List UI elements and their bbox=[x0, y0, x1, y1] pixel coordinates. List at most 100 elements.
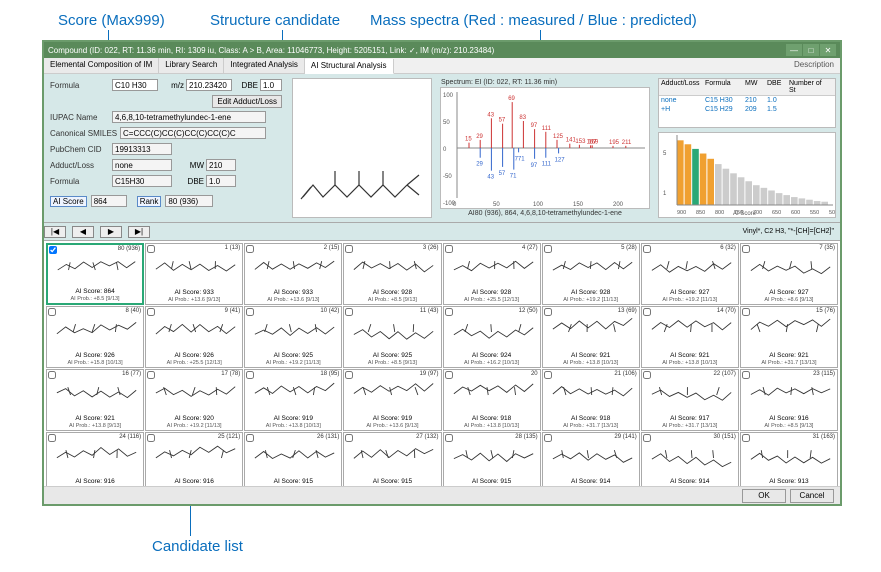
candidate-card[interactable]: 5 (28) AI Score: 928 AI Prob.: +19.2 [11… bbox=[542, 243, 640, 305]
candidate-card[interactable]: 1 (13) AI Score: 933 AI Prob.: +13.6 [9/… bbox=[145, 243, 243, 305]
tab-elemental[interactable]: Elemental Composition of IM bbox=[44, 58, 159, 73]
candidate-card[interactable]: 9 (41) AI Score: 926 AI Prob.: +25.5 [12… bbox=[145, 306, 243, 368]
adduct-input[interactable] bbox=[112, 159, 172, 171]
candidate-card[interactable]: 11 (43) AI Score: 925 AI Prob.: +8.5 [9/… bbox=[343, 306, 441, 368]
candidate-checkbox[interactable] bbox=[345, 308, 353, 316]
candidate-card[interactable]: 25 (121) AI Score: 916 AI Prob.: +19.2 [… bbox=[145, 432, 243, 486]
candidate-checkbox[interactable] bbox=[742, 371, 750, 379]
candidate-card[interactable]: 3 (26) AI Score: 928 AI Prob.: +8.5 [9/1… bbox=[343, 243, 441, 305]
nav-buttons: |◀ ◀ ▶ ▶| Vinyl*, C2 H3, "*-[CH]=[CH2]" bbox=[44, 223, 840, 241]
edit-adduct-button[interactable]: Edit Adduct/Loss bbox=[212, 95, 282, 108]
spectrum-plot[interactable]: 050100-50-100152943576983971111251411531… bbox=[440, 87, 650, 209]
candidate-card[interactable]: 7 (35) AI Score: 927 AI Prob.: +8.6 [9/1… bbox=[740, 243, 838, 305]
nav-last[interactable]: ▶| bbox=[128, 226, 150, 238]
dbe2-input[interactable] bbox=[206, 175, 236, 187]
tab-ai-structural[interactable]: AI Structural Analysis bbox=[305, 59, 394, 74]
candidate-checkbox[interactable] bbox=[544, 371, 552, 379]
candidate-checkbox[interactable] bbox=[643, 371, 651, 379]
candidate-rank: 80 (936) bbox=[118, 246, 140, 252]
candidate-checkbox[interactable] bbox=[544, 308, 552, 316]
candidate-card[interactable]: 31 (163) AI Score: 913 AI Prob.: +25.5 [… bbox=[740, 432, 838, 486]
candidate-checkbox[interactable] bbox=[48, 434, 56, 442]
candidate-checkbox[interactable] bbox=[246, 434, 254, 442]
candidate-card[interactable]: 16 (77) AI Score: 921 AI Prob.: +13.8 [9… bbox=[46, 369, 144, 431]
annot-spectra: Mass spectra (Red : measured / Blue : pr… bbox=[370, 12, 697, 29]
candidate-checkbox[interactable] bbox=[345, 371, 353, 379]
candidate-checkbox[interactable] bbox=[445, 434, 453, 442]
candidate-checkbox[interactable] bbox=[742, 434, 750, 442]
candidate-card[interactable]: 13 (69) AI Score: 921 AI Prob.: +13.8 [1… bbox=[542, 306, 640, 368]
candidate-card[interactable]: 20 AI Score: 918 AI Prob.: +13.8 [10/13] bbox=[443, 369, 541, 431]
candidate-rank: 17 (78) bbox=[221, 371, 240, 377]
candidate-card[interactable]: 8 (40) AI Score: 926 AI Prob.: +15.8 [10… bbox=[46, 306, 144, 368]
candidate-card[interactable]: 6 (32) AI Score: 927 AI Prob.: +19.2 [11… bbox=[641, 243, 739, 305]
mz-input[interactable] bbox=[186, 79, 232, 91]
candidate-checkbox[interactable] bbox=[345, 245, 353, 253]
ok-button[interactable]: OK bbox=[742, 489, 786, 503]
candidate-score: AI Score: 925 bbox=[245, 352, 341, 359]
candidate-card[interactable]: 22 (107) AI Score: 917 AI Prob.: +31.7 [… bbox=[641, 369, 739, 431]
candidate-checkbox[interactable] bbox=[246, 308, 254, 316]
candidate-checkbox[interactable] bbox=[643, 434, 651, 442]
formula2-input[interactable] bbox=[112, 175, 172, 187]
smiles-input[interactable] bbox=[120, 127, 266, 139]
candidate-card[interactable]: 24 (116) AI Score: 916 AI Prob.: +31.7 [… bbox=[46, 432, 144, 486]
candidate-card[interactable]: 30 (151) AI Score: 914 AI Prob.: +5.8 [9… bbox=[641, 432, 739, 486]
candidate-checkbox[interactable] bbox=[49, 246, 57, 254]
max-button[interactable]: □ bbox=[803, 44, 819, 56]
candidate-card[interactable]: 17 (78) AI Score: 920 AI Prob.: +19.2 [1… bbox=[145, 369, 243, 431]
dbe-input[interactable] bbox=[260, 79, 282, 91]
candidate-checkbox[interactable] bbox=[445, 245, 453, 253]
candidate-card[interactable]: 26 (131) AI Score: 915 AI Prob.: +1.5 [7… bbox=[244, 432, 342, 486]
candidate-card[interactable]: 12 (50) AI Score: 924 AI Prob.: +16.2 [1… bbox=[443, 306, 541, 368]
tab-integrated[interactable]: Integrated Analysis bbox=[224, 58, 305, 73]
close-button[interactable]: ✕ bbox=[820, 44, 836, 56]
table-row[interactable]: +HC15 H292091.5 bbox=[659, 105, 835, 114]
candidate-checkbox[interactable] bbox=[643, 245, 651, 253]
candidate-checkbox[interactable] bbox=[544, 434, 552, 442]
adduct-table[interactable]: Adduct/Loss Formula MW DBE Number of St … bbox=[658, 78, 836, 128]
table-row[interactable]: noneC15 H302101.0 bbox=[659, 96, 835, 105]
candidate-checkbox[interactable] bbox=[147, 308, 155, 316]
candidate-checkbox[interactable] bbox=[246, 245, 254, 253]
candidate-checkbox[interactable] bbox=[742, 245, 750, 253]
candidate-card[interactable]: 4 (27) AI Score: 928 AI Prob.: +25.5 [12… bbox=[443, 243, 541, 305]
candidate-checkbox[interactable] bbox=[643, 308, 651, 316]
candidate-card[interactable]: 14 (70) AI Score: 921 AI Prob.: +13.8 [1… bbox=[641, 306, 739, 368]
candidate-card[interactable]: 28 (135) AI Score: 915 AI Prob.: +13.8 [… bbox=[443, 432, 541, 486]
mw-input[interactable] bbox=[206, 159, 236, 171]
candidate-checkbox[interactable] bbox=[345, 434, 353, 442]
nav-prev[interactable]: ◀ bbox=[72, 226, 94, 238]
iupac-input[interactable] bbox=[112, 111, 266, 123]
nav-first[interactable]: |◀ bbox=[44, 226, 66, 238]
candidate-card[interactable]: 2 (15) AI Score: 933 AI Prob.: +13.6 [9/… bbox=[244, 243, 342, 305]
candidate-card[interactable]: 10 (42) AI Score: 925 AI Prob.: +19.2 [1… bbox=[244, 306, 342, 368]
candidate-checkbox[interactable] bbox=[445, 371, 453, 379]
candidate-card[interactable]: 80 (936) AI Score: 864 AI Prob.: +8.5 [9… bbox=[46, 243, 144, 305]
candidate-checkbox[interactable] bbox=[246, 371, 254, 379]
rank-value bbox=[165, 195, 213, 207]
candidate-card[interactable]: 27 (132) AI Score: 915 AI Prob.: +25.5 [… bbox=[343, 432, 441, 486]
col-dbe: DBE bbox=[765, 79, 787, 95]
candidate-checkbox[interactable] bbox=[147, 245, 155, 253]
candidate-checkbox[interactable] bbox=[147, 371, 155, 379]
candidate-grid[interactable]: 80 (936) AI Score: 864 AI Prob.: +8.5 [9… bbox=[44, 241, 840, 486]
candidate-checkbox[interactable] bbox=[742, 308, 750, 316]
nav-next[interactable]: ▶ bbox=[100, 226, 122, 238]
candidate-card[interactable]: 29 (141) AI Score: 914 AI Prob.: +31.7 [… bbox=[542, 432, 640, 486]
candidate-checkbox[interactable] bbox=[445, 308, 453, 316]
candidate-card[interactable]: 18 (95) AI Score: 919 AI Prob.: +13.8 [1… bbox=[244, 369, 342, 431]
cancel-button[interactable]: Cancel bbox=[790, 489, 834, 503]
candidate-checkbox[interactable] bbox=[48, 371, 56, 379]
formula-input[interactable] bbox=[112, 79, 158, 91]
candidate-checkbox[interactable] bbox=[544, 245, 552, 253]
candidate-card[interactable]: 23 (115) AI Score: 916 AI Prob.: +8.5 [9… bbox=[740, 369, 838, 431]
candidate-card[interactable]: 15 (76) AI Score: 921 AI Prob.: +31.7 [1… bbox=[740, 306, 838, 368]
min-button[interactable]: — bbox=[786, 44, 802, 56]
candidate-card[interactable]: 19 (97) AI Score: 919 AI Prob.: +13.6 [9… bbox=[343, 369, 441, 431]
cid-input[interactable] bbox=[112, 143, 172, 155]
tab-library[interactable]: Library Search bbox=[159, 58, 224, 73]
candidate-checkbox[interactable] bbox=[147, 434, 155, 442]
candidate-card[interactable]: 21 (106) AI Score: 918 AI Prob.: +31.7 [… bbox=[542, 369, 640, 431]
candidate-checkbox[interactable] bbox=[48, 308, 56, 316]
